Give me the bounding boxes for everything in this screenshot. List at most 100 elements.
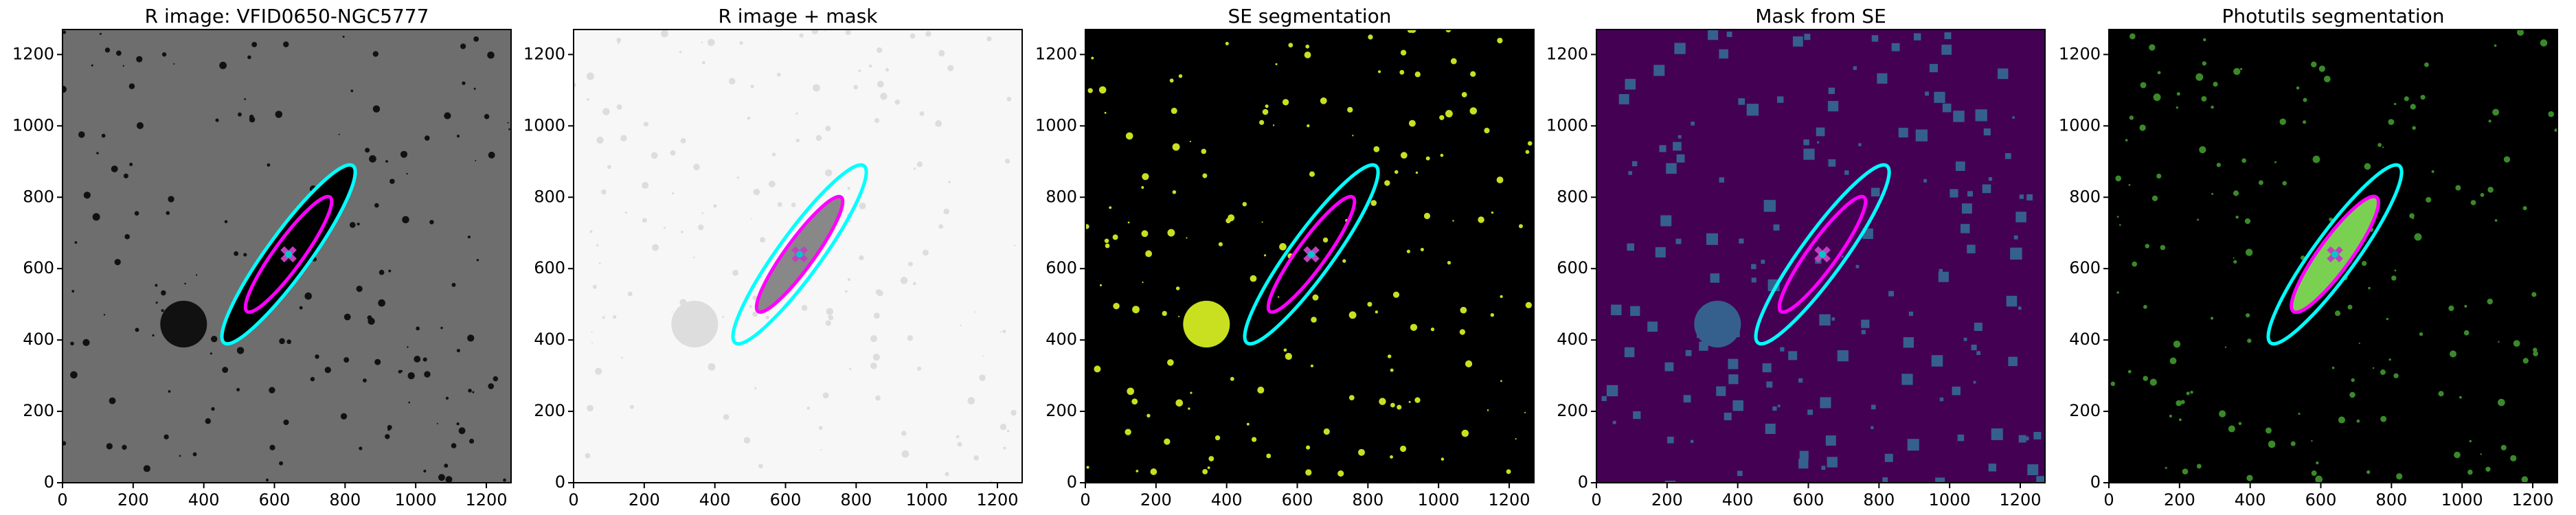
source [114,258,121,266]
source [1445,110,1453,117]
source [2315,475,2323,483]
source [1099,284,1103,286]
source [1277,296,1280,298]
source [2467,469,2473,475]
mask-square [2033,431,2042,439]
source [2449,350,2457,358]
source [1004,159,1010,164]
source [2160,244,2166,251]
source [2186,391,2190,396]
x-tick-label: 800 [2375,490,2407,510]
source [858,69,861,73]
source [368,317,375,325]
y-tick-label: 800 [1557,187,1588,206]
mask-square [1732,400,1743,411]
source [2265,427,2272,434]
source [109,397,116,404]
source [2169,414,2173,418]
source [456,422,460,426]
source [1167,229,1175,237]
source [1087,88,1093,93]
source [1272,124,1275,126]
source [2282,181,2287,186]
source [1167,359,1174,366]
mask-square [1633,411,1641,420]
mask-square [1765,424,1776,435]
source [1113,302,1120,310]
source [917,366,922,371]
source [1251,437,1257,442]
source [1190,391,1193,394]
mask-square [1772,406,1777,411]
mask-square [1952,387,1961,396]
source [359,446,363,450]
source [106,443,113,450]
mask-square [1728,358,1739,369]
source [135,328,139,332]
mask-square [1724,413,1732,421]
source [476,259,479,262]
source [1415,171,1419,174]
source [1164,438,1171,445]
source [1367,301,1372,307]
source [1465,360,1473,368]
source [2143,376,2148,381]
source [369,154,376,163]
source [624,211,628,214]
source [374,358,381,365]
source [1150,468,1157,475]
source [205,418,211,424]
source [1169,78,1174,83]
source [2145,244,2149,249]
source [283,41,289,47]
mask-square [1761,260,1765,264]
source [82,339,90,346]
source [247,55,251,60]
aperture-ellipse [1266,194,1357,314]
mask-square [1719,177,1725,183]
source [749,305,752,308]
image [1596,30,2045,483]
source [1010,409,1017,416]
source [2149,378,2157,386]
mask-square [1950,189,1958,198]
source [2510,455,2517,462]
source [1352,135,1354,137]
mask-square [1967,244,1976,253]
mask-square [1777,96,1784,103]
mask-square [1971,344,1977,351]
source [1282,99,1289,106]
x-tick-label: 0 [57,490,67,510]
source [908,262,913,267]
source [776,72,781,77]
source [2196,464,2202,469]
source [211,407,215,411]
image [2109,30,2557,483]
bright-source [160,301,207,347]
mask-square [1991,428,2003,440]
source [2331,366,2335,369]
source [828,314,833,319]
source [2480,193,2485,197]
source [2127,369,2132,374]
y-tick-label: 0 [2090,472,2101,492]
source [123,173,128,179]
source [357,222,360,226]
mask-square [1915,129,1928,141]
source [1323,428,1330,435]
source [184,282,186,285]
source [847,277,851,282]
source [2298,412,2301,415]
source [585,453,591,459]
source [244,98,246,100]
mask-square [1647,321,1658,332]
panel: R image: VFID0650-NGC5777 0 200 400 600 800 10… [12,5,512,510]
image [574,30,1022,483]
mask-square [1777,404,1781,408]
source [1006,96,1012,102]
source [1098,86,1107,94]
mask-square [1884,453,1893,462]
source [1178,315,1180,318]
source [999,424,1007,431]
source [777,202,782,207]
